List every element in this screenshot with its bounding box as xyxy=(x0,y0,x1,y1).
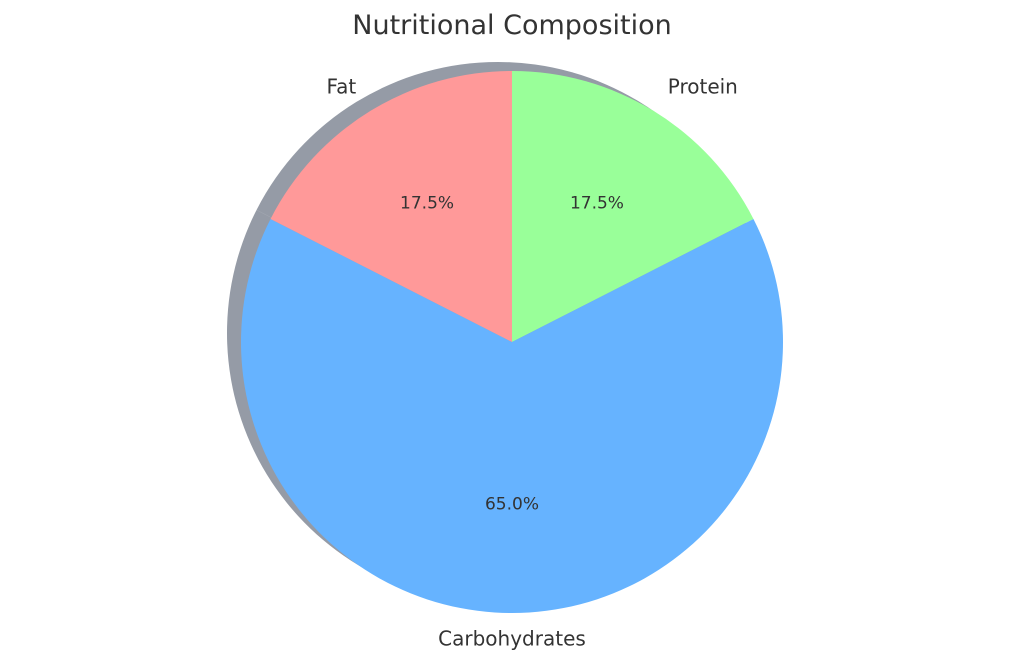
slice-protein xyxy=(512,71,754,342)
pie-slices xyxy=(240,70,784,614)
label-carbohydrates: Carbohydrates xyxy=(438,627,586,651)
label-fat: Fat xyxy=(326,74,356,98)
pie-labels: Protein 17.5% Carbohydrates 65.0% Fat 17.5% xyxy=(326,74,737,650)
chart-title: Nutritional Composition xyxy=(352,10,671,41)
slice-carbohydrates xyxy=(240,218,784,614)
percent-label-fat: 17.5% xyxy=(400,193,454,213)
percent-label-protein: 17.5% xyxy=(570,193,624,213)
percent-label-carbohydrates: 65.0% xyxy=(485,495,539,515)
slice-fat xyxy=(270,70,512,342)
label-protein: Protein xyxy=(668,74,738,98)
